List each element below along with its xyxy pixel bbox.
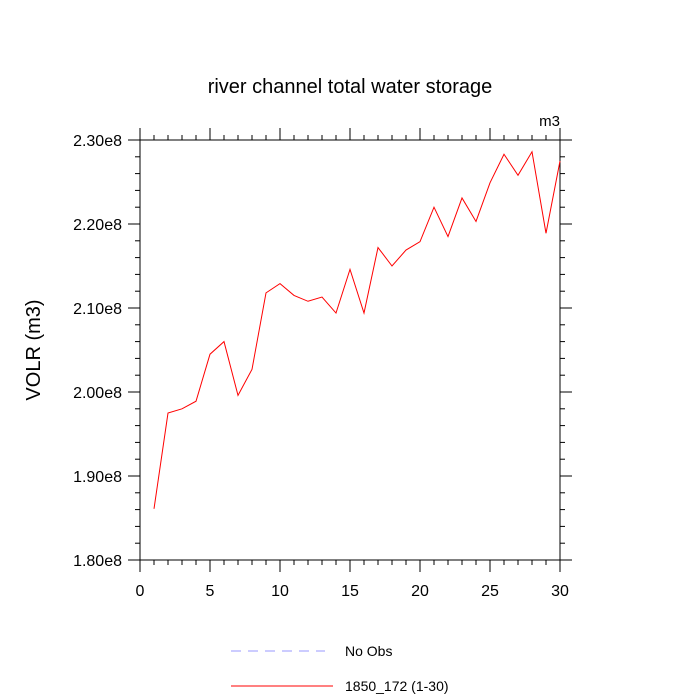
chart-title: river channel total water storage (208, 76, 493, 98)
x-tick-label: 5 (206, 583, 215, 600)
x-tick-labels: 0 5 10 15 20 25 30 (136, 583, 569, 600)
major-ticks (128, 128, 572, 572)
plot-frame (139, 139, 561, 561)
units-label: m3 (539, 113, 560, 130)
series-layer (153, 150, 561, 509)
y-tick-label: 1.80e8 (73, 553, 122, 570)
y-tick-label: 1.90e8 (73, 469, 122, 486)
y-tick-label: 2.30e8 (73, 133, 122, 150)
y-tick-label: 2.00e8 (73, 385, 122, 402)
y-axis-label: VOLR (m3) (23, 299, 45, 400)
x-tick-label: 15 (341, 583, 359, 600)
x-tick-label: 20 (411, 583, 429, 600)
legend: No Obs 1850_172 (1-30) (231, 643, 449, 694)
series-line (153, 150, 561, 509)
x-tick-label: 0 (136, 583, 145, 600)
y-tick-label: 2.10e8 (73, 301, 122, 318)
y-tick-label: 2.20e8 (73, 217, 122, 234)
x-tick-label: 25 (481, 583, 499, 600)
x-tick-label: 10 (271, 583, 289, 600)
minor-ticks (135, 135, 565, 565)
legend-label: No Obs (345, 643, 392, 659)
legend-label: 1850_172 (1-30) (345, 678, 449, 694)
x-tick-label: 30 (551, 583, 569, 600)
y-tick-labels: 1.80e8 1.90e8 2.00e8 2.10e8 2.20e8 2.30e8 (73, 133, 122, 570)
